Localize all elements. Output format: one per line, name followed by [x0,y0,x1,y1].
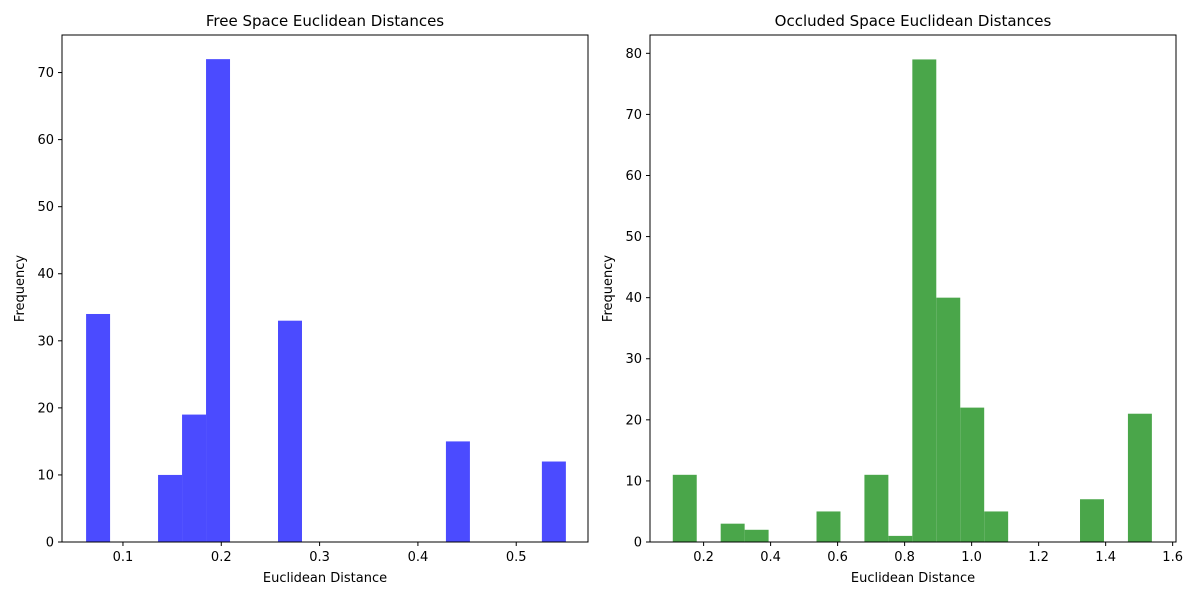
y-tick-label: 0 [46,536,54,551]
x-tick-label: 0.3 [309,550,330,565]
histogram-bar [182,414,207,542]
histogram-bar [278,320,302,542]
histogram-bar [158,474,183,542]
x-tick-label: 0.1 [113,550,134,565]
y-tick-label: 50 [37,200,54,215]
y-tick-label: 30 [37,334,54,349]
y-tick-label: 70 [625,108,642,123]
y-tick-label: 60 [625,169,642,184]
y-tick-label: 70 [37,66,54,81]
histogram-bar [86,313,111,542]
x-tick-label: 0.4 [408,550,429,565]
histogram-bar [912,59,937,542]
histogram-bar [541,461,566,542]
x-axis-label: Euclidean Distance [851,571,975,586]
y-tick-label: 50 [625,230,642,245]
y-tick-label: 40 [37,267,54,282]
y-tick-label: 40 [625,291,642,306]
y-axis-label: Frequency [601,255,616,322]
histogram-bar [984,511,1009,542]
plot-frame [649,34,1177,543]
histogram-bar [445,441,470,542]
x-tick-label: 0.2 [693,550,714,565]
chart-title: Occluded Space Euclidean Distances [775,12,1052,30]
y-axis-label: Frequency [13,255,28,322]
histogram-bar [936,297,961,542]
y-tick-label: 80 [625,47,642,62]
y-tick-label: 10 [37,468,54,483]
plot-frame [61,34,589,543]
histogram-bar [206,59,231,543]
y-tick-label: 0 [634,536,642,551]
x-tick-label: 0.5 [506,550,527,565]
histogram-bar [744,529,769,542]
x-tick-label: 0.2 [211,550,232,565]
x-tick-label: 1.4 [1095,550,1116,565]
y-tick-label: 20 [37,401,54,416]
x-tick-label: 1.0 [961,550,982,565]
chart-panel-1: 0.1 0.2 0.3 0.4 0.5 0 10 20 30 40 50 60 70 Free Space… [13,12,589,586]
x-tick-label: 0.8 [894,550,915,565]
histogram-bar [960,407,985,542]
histogram-bar [888,535,913,542]
histogram-bar [864,474,889,542]
histogram-bar [1127,413,1152,542]
histogram-bar [720,523,745,542]
x-tick-label: 0.6 [827,550,848,565]
y-tick-label: 30 [625,352,642,367]
histogram-bar [672,474,697,542]
x-tick-label: 1.2 [1028,550,1049,565]
x-tick-label: 0.4 [760,550,781,565]
histogram-bar [816,511,841,542]
x-axis-label: Euclidean Distance [263,571,387,586]
y-tick-label: 20 [625,413,642,428]
x-tick-label: 1.6 [1162,550,1183,565]
chart-panel-2: 0.2 0.4 0.6 0.8 1.0 1.2 1.4 1.6 0 10 20 30 40 50 60 70 8… [601,12,1183,586]
y-tick-label: 60 [37,133,54,148]
chart-title: Free Space Euclidean Distances [206,12,444,30]
y-tick-label: 10 [625,474,642,489]
histogram-bar [1080,499,1104,542]
